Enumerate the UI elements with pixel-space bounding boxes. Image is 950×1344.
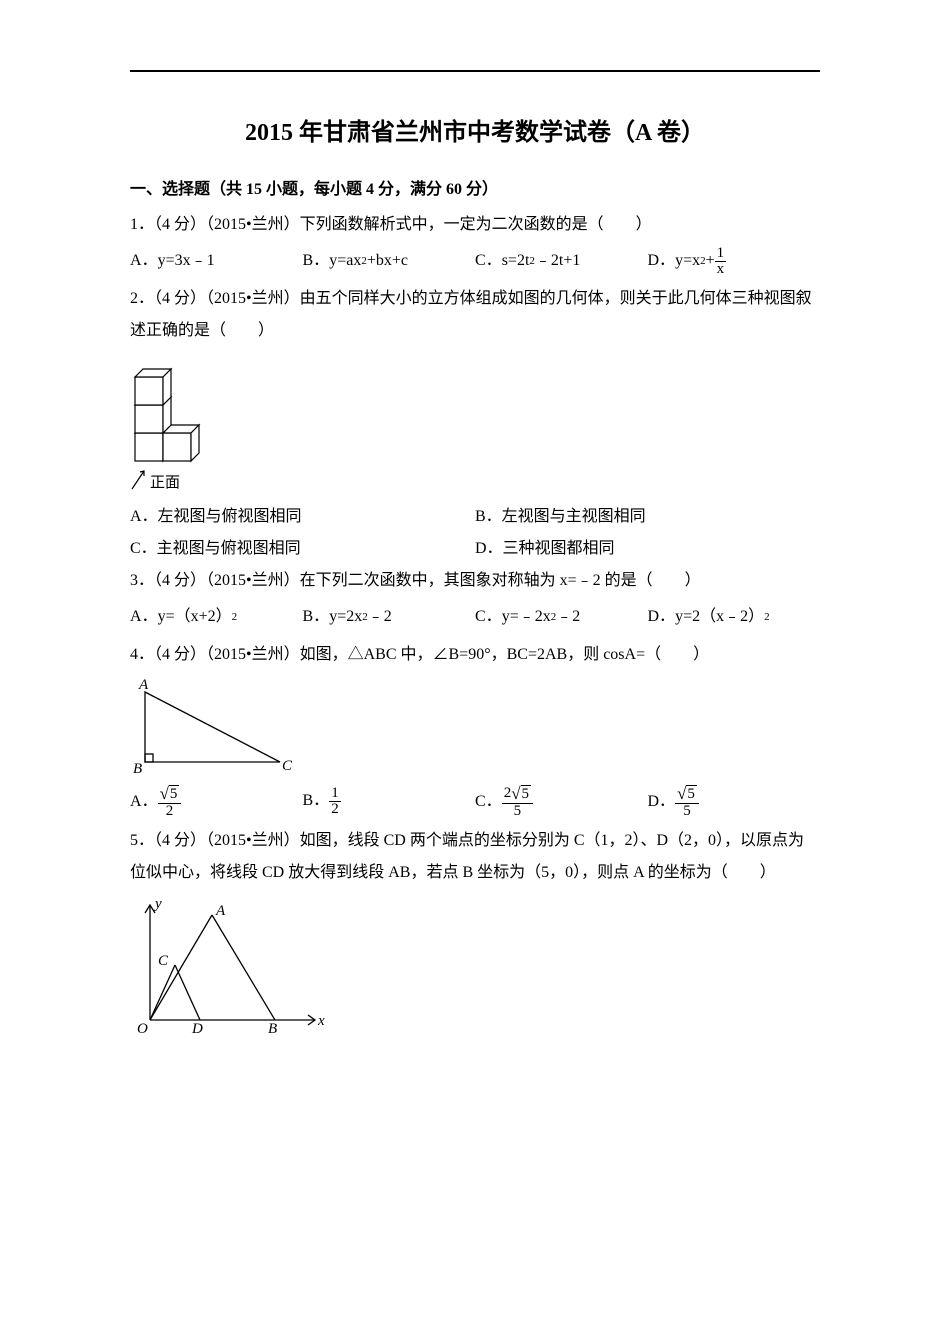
frac-num: √5 — [158, 785, 182, 804]
opt-body-post: +bx+c — [367, 245, 408, 277]
opt-body-post: + — [706, 245, 715, 277]
q1-stem: 1．（4 分）（2015•兰州）下列函数解析式中，一定为二次函数的是（ ） — [130, 209, 820, 241]
vertex-A: A — [138, 677, 149, 693]
frac-den: 2 — [158, 804, 182, 819]
q4-opt-B: B． 1 2 — [303, 785, 476, 817]
frac-num: √5 — [675, 785, 699, 804]
q1-opt-D: D． y=x2+ 1 x — [648, 245, 821, 277]
fraction: 1 2 — [329, 786, 341, 817]
point-B: B — [268, 1021, 277, 1035]
q1-opt-C: C． s=2t2﹣2t+1 — [475, 245, 648, 277]
sqrt-arg: 5 — [169, 785, 180, 803]
frac-num: 2√5 — [502, 785, 533, 804]
opt-label: B． — [303, 785, 330, 817]
q3-stem: 3．（4 分）（2015•兰州）在下列二次函数中，其图象对称轴为 x=﹣2 的是… — [130, 565, 820, 597]
q5-stem: 5．（4 分）（2015•兰州）如图，线段 CD 两个端点的坐标分别为 C（1，… — [130, 825, 820, 889]
point-D: D — [191, 1021, 203, 1035]
opt-body-post: ﹣2 — [368, 601, 392, 633]
fraction: 2√5 5 — [502, 785, 533, 819]
sqrt-arg: 5 — [521, 785, 532, 803]
sqrt-arg: 5 — [686, 785, 697, 803]
point-C: C — [158, 953, 169, 969]
opt-label: D． — [648, 601, 676, 633]
view-label: 正面 — [150, 475, 180, 491]
opt-label: D． — [648, 245, 676, 277]
frac-den: 5 — [675, 804, 699, 819]
q2-opt-A: A．左视图与俯视图相同 — [130, 501, 475, 533]
q2-opt-C: C．主视图与俯视图相同 — [130, 533, 475, 565]
triangle-svg: A B C — [130, 677, 300, 777]
fraction: √5 2 — [158, 785, 182, 819]
q2-opt-B: B．左视图与主视图相同 — [475, 501, 820, 533]
vertex-B: B — [133, 761, 142, 777]
opt-body-pre: y=2x — [329, 601, 362, 633]
opt-label: B． — [303, 245, 330, 277]
radical-icon: √ — [160, 785, 169, 803]
sqrt: √5 — [511, 785, 531, 803]
origin-O: O — [137, 1021, 148, 1035]
radical-icon: √ — [511, 785, 520, 803]
q4-options: A． √5 2 B． 1 2 C． 2√5 5 — [130, 785, 820, 819]
opt-label: C． — [475, 245, 502, 277]
q2-figure: 正面 — [130, 353, 820, 493]
axis-x: x — [317, 1013, 325, 1029]
frac-den: 2 — [329, 802, 341, 817]
q3-opt-D: D． y=2（x﹣2）2 — [648, 601, 821, 633]
opt-body-post: ﹣2t+1 — [535, 245, 580, 277]
opt-label: A． — [130, 786, 158, 818]
frac-den: 5 — [502, 804, 533, 819]
opt-label: C． — [475, 786, 502, 818]
q2-options: A．左视图与俯视图相同 B．左视图与主视图相同 C．主视图与俯视图相同 D．三种… — [130, 501, 820, 565]
q4-opt-C: C． 2√5 5 — [475, 785, 648, 819]
opt-body-post: ﹣2 — [556, 601, 580, 633]
top-rule — [130, 70, 820, 72]
opt-label: A． — [130, 245, 158, 277]
opt-label: A． — [130, 601, 158, 633]
q1-opt-A: A． y=3x﹣1 — [130, 245, 303, 277]
radical-icon: √ — [677, 785, 686, 803]
cubes-svg: 正面 — [130, 353, 220, 493]
opt-label: B． — [303, 601, 330, 633]
q2-stem: 2．（4 分）（2015•兰州）由五个同样大小的立方体组成如图的几何体，则关于此… — [130, 283, 820, 347]
q3-options: A． y=（x+2）2 B． y=2x2﹣2 C． y=﹣2x2﹣2 D． y=… — [130, 601, 820, 633]
q4-stem: 4．（4 分）（2015•兰州）如图，△ABC 中，∠B=90°，BC=2AB，… — [130, 639, 820, 671]
q4-figure: A B C — [130, 677, 820, 777]
frac-num: 1 — [715, 246, 727, 262]
opt-body-pre: y=（x+2） — [158, 601, 232, 633]
opt-body-pre: y=﹣2x — [502, 601, 551, 633]
section-heading: 一、选择题（共 15 小题，每小题 4 分，满分 60 分） — [130, 175, 820, 199]
page-title: 2015 年甘肃省兰州市中考数学试卷（A 卷） — [130, 112, 820, 147]
vertex-C: C — [282, 758, 293, 774]
exponent: 2 — [764, 606, 770, 628]
frac-num: 1 — [329, 786, 341, 802]
point-A: A — [215, 903, 226, 919]
q1-opt-B: B． y=ax2+bx+c — [303, 245, 476, 277]
sqrt: √5 — [677, 785, 697, 803]
sqrt: √5 — [160, 785, 180, 803]
q3-opt-A: A． y=（x+2）2 — [130, 601, 303, 633]
exponent: 2 — [232, 606, 238, 628]
opt-label: C． — [475, 601, 502, 633]
opt-body-pre: y=2（x﹣2） — [675, 601, 764, 633]
axis-y: y — [153, 896, 162, 912]
fraction: 1 x — [715, 246, 727, 277]
opt-body-pre: y=ax — [329, 245, 361, 277]
coef: 2 — [504, 785, 512, 801]
q3-opt-C: C． y=﹣2x2﹣2 — [475, 601, 648, 633]
coord-svg: y x A C O D B — [130, 895, 330, 1035]
fraction: √5 5 — [675, 785, 699, 819]
opt-body: y=3x﹣1 — [158, 245, 215, 277]
q4-opt-D: D． √5 5 — [648, 785, 821, 819]
opt-body-pre: y=x — [675, 245, 700, 277]
q1-options: A． y=3x﹣1 B． y=ax2+bx+c C． s=2t2﹣2t+1 D．… — [130, 245, 820, 277]
q2-opt-D: D．三种视图都相同 — [475, 533, 820, 565]
q3-opt-B: B． y=2x2﹣2 — [303, 601, 476, 633]
q4-opt-A: A． √5 2 — [130, 785, 303, 819]
opt-label: D． — [648, 786, 676, 818]
frac-den: x — [715, 262, 727, 277]
opt-body-pre: s=2t — [502, 245, 530, 277]
q5-figure: y x A C O D B — [130, 895, 820, 1035]
